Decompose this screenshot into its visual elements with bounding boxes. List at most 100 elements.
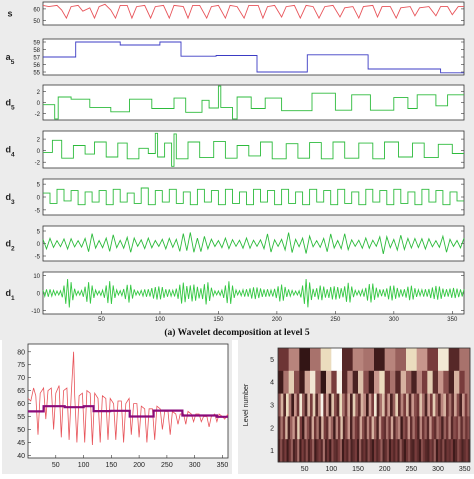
heatmap-cell (386, 416, 389, 440)
heatmap-cell (430, 393, 433, 417)
heatmap-cell (464, 370, 471, 394)
heatmap-cell (374, 348, 385, 372)
heatmap-cell (342, 393, 345, 417)
heatmap-cell (403, 439, 407, 463)
heatmap-cell (356, 439, 360, 463)
heatmap-cell (371, 439, 375, 463)
heatmap-cell (336, 370, 343, 394)
heatmap-cell (335, 416, 339, 440)
y-tick-label: 1 (270, 448, 274, 455)
heatmap-cell (416, 393, 420, 417)
heatmap-cell (424, 393, 428, 417)
heatmap-cell (322, 439, 326, 463)
heatmap-cell (420, 439, 424, 463)
heatmap-cell (331, 370, 337, 394)
heatmap-cell (395, 439, 398, 463)
y-axis-label: Level number (243, 383, 250, 426)
heatmap-row-level-2 (278, 416, 471, 440)
heatmap-cell (342, 348, 353, 372)
row-label-subscript: 2 (11, 245, 15, 252)
heatmap-cell (422, 416, 425, 440)
heatmap-cell (318, 393, 321, 417)
heatmap-cell (320, 348, 332, 372)
heatmap-cell (446, 439, 449, 463)
heatmap-cell (294, 393, 297, 417)
heatmap-cell (352, 348, 364, 372)
x-tick-label: 200 (133, 462, 145, 469)
heatmap-cell (310, 393, 313, 417)
heatmap-row-level-4 (278, 370, 471, 394)
panel-axes-box (42, 225, 465, 262)
heatmap-cell (316, 439, 319, 463)
heatmap-cell (326, 393, 329, 417)
heatmap-cell (453, 416, 456, 440)
y-tick-label: 2 (37, 90, 41, 96)
y-tick-label: 55 (17, 414, 25, 421)
y-tick-label: -10 (31, 309, 40, 315)
y-tick-label: 3 (270, 403, 274, 410)
heatmap-cell (402, 416, 406, 440)
heatmap-cell (393, 416, 396, 440)
heatmap-cell (295, 439, 298, 463)
heatmap-cell (340, 416, 344, 440)
heatmap-row-level-5 (278, 348, 471, 372)
heatmap-cell (427, 393, 431, 417)
row-label: d1 (5, 288, 15, 302)
heatmap-cell (299, 370, 305, 394)
panel-axes-box (42, 271, 465, 315)
heatmap-cell (416, 348, 428, 372)
heatmap-cell (454, 370, 460, 394)
y-tick-label: 5 (37, 230, 41, 236)
row-label-subscript: 3 (11, 199, 15, 206)
heatmap-cell (288, 370, 295, 394)
heatmap-cell (347, 416, 351, 440)
x-tick-label: 300 (189, 462, 201, 469)
heatmap-cell (283, 370, 289, 394)
y-tick-label: 40 (17, 453, 25, 460)
heatmap-cell (446, 393, 449, 417)
heatmap-cell (312, 439, 315, 463)
series-line-a5 (43, 41, 464, 74)
heatmap-cell (283, 393, 287, 417)
heatmap-cell (280, 416, 284, 440)
heatmap-cell (339, 393, 343, 417)
heatmap-cell (465, 439, 469, 463)
panel-axes-box (42, 38, 465, 76)
heatmap-cell (368, 393, 372, 417)
series-line-s (42, 3, 464, 20)
heatmap-cell (416, 370, 423, 394)
heatmap-cell (450, 416, 454, 440)
heatmap-cell (406, 370, 412, 394)
x-tick-label: 150 (105, 462, 117, 469)
heatmap-cell (284, 439, 287, 463)
heatmap-cell (459, 348, 471, 372)
heatmap-cell (451, 393, 455, 417)
heatmap-cell (362, 416, 365, 440)
heatmap-cell (348, 439, 351, 463)
x-tick-label: 100 (325, 466, 337, 473)
heatmap-cell (448, 348, 460, 372)
heatmap-cell (418, 439, 422, 463)
heatmap-cell (327, 439, 330, 463)
x-tick-label: 200 (379, 466, 391, 473)
x-tick-label: 50 (301, 466, 309, 473)
axes-box (27, 343, 229, 459)
heatmap-cell (303, 439, 307, 463)
heatmap-cell (342, 416, 346, 440)
heatmap-cell (455, 439, 458, 463)
heatmap-cell (455, 416, 459, 440)
heatmap-cell (304, 416, 308, 440)
row-label: a5 (6, 52, 15, 66)
heatmap-cell (333, 439, 336, 463)
heatmap-cell (414, 393, 417, 417)
heatmap-cell (371, 416, 375, 440)
heatmap-cell (350, 393, 353, 417)
y-tick-label: 60 (33, 7, 40, 13)
heatmap-cell (359, 439, 362, 463)
heatmap-cell (379, 370, 385, 394)
heatmap-cell (450, 439, 454, 463)
heatmap-cell (331, 393, 335, 417)
heatmap-cell (347, 370, 353, 394)
heatmap-cell (427, 370, 433, 394)
heatmap-cell (419, 416, 423, 440)
